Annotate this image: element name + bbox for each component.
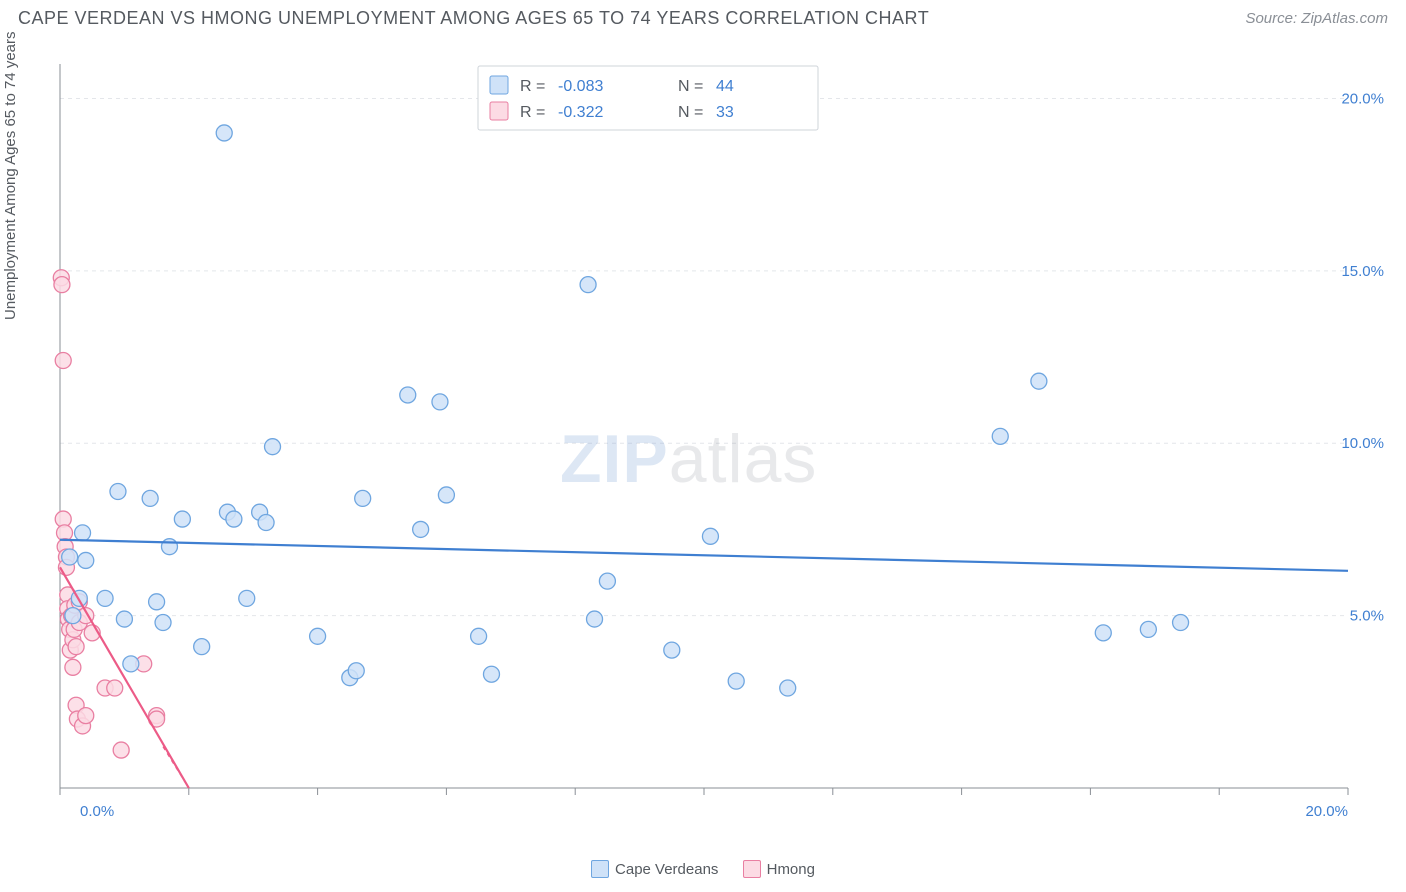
- bottom-legend: Cape Verdeans Hmong: [0, 860, 1406, 882]
- legend-swatch: [591, 860, 609, 878]
- svg-text:15.0%: 15.0%: [1341, 263, 1384, 280]
- svg-text:-0.083: -0.083: [558, 78, 603, 95]
- svg-text:R =: R =: [520, 78, 545, 95]
- legend-label: Hmong: [767, 861, 815, 878]
- scatter-chart: 5.0% 10.0% 15.0% 20.0% 0.0% 20.0% R = -0.083 N =…: [48, 48, 1388, 828]
- svg-text:0.0%: 0.0%: [80, 803, 114, 820]
- y-axis-label: Unemployment Among Ages 65 to 74 years: [2, 31, 19, 320]
- legend-swatch: [743, 860, 761, 878]
- svg-text:20.0%: 20.0%: [1305, 803, 1348, 820]
- svg-text:N =: N =: [678, 104, 703, 121]
- svg-text:10.0%: 10.0%: [1341, 435, 1384, 452]
- svg-text:-0.322: -0.322: [558, 104, 603, 121]
- svg-text:N =: N =: [678, 78, 703, 95]
- legend-item-cape-verdeans: Cape Verdeans: [591, 860, 718, 878]
- svg-text:5.0%: 5.0%: [1350, 608, 1384, 625]
- legend-label: Cape Verdeans: [615, 861, 718, 878]
- legend-item-hmong: Hmong: [743, 860, 815, 878]
- chart-title: CAPE VERDEAN VS HMONG UNEMPLOYMENT AMONG…: [18, 8, 929, 29]
- svg-text:33: 33: [716, 104, 734, 121]
- svg-text:44: 44: [716, 78, 734, 95]
- svg-text:20.0%: 20.0%: [1341, 90, 1384, 107]
- svg-text:R =: R =: [520, 104, 545, 121]
- source-attribution: Source: ZipAtlas.com: [1245, 10, 1388, 27]
